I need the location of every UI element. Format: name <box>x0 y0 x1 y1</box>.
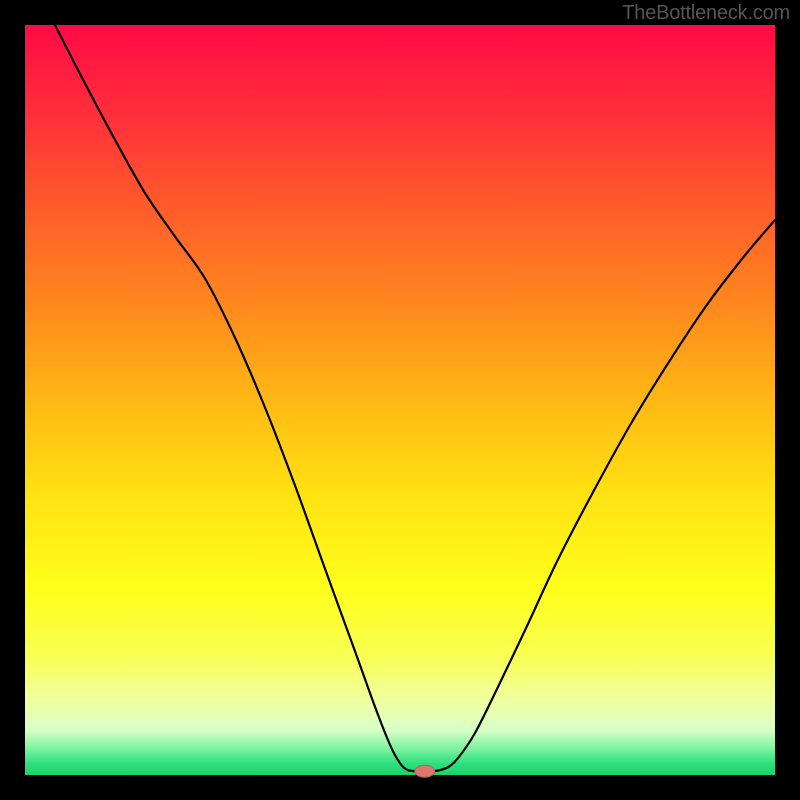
chart-container: TheBottleneck.com <box>0 0 800 800</box>
bottleneck-chart <box>0 0 800 800</box>
watermark-text: TheBottleneck.com <box>622 2 790 25</box>
plot-background <box>25 25 775 775</box>
optimum-marker <box>415 765 435 777</box>
